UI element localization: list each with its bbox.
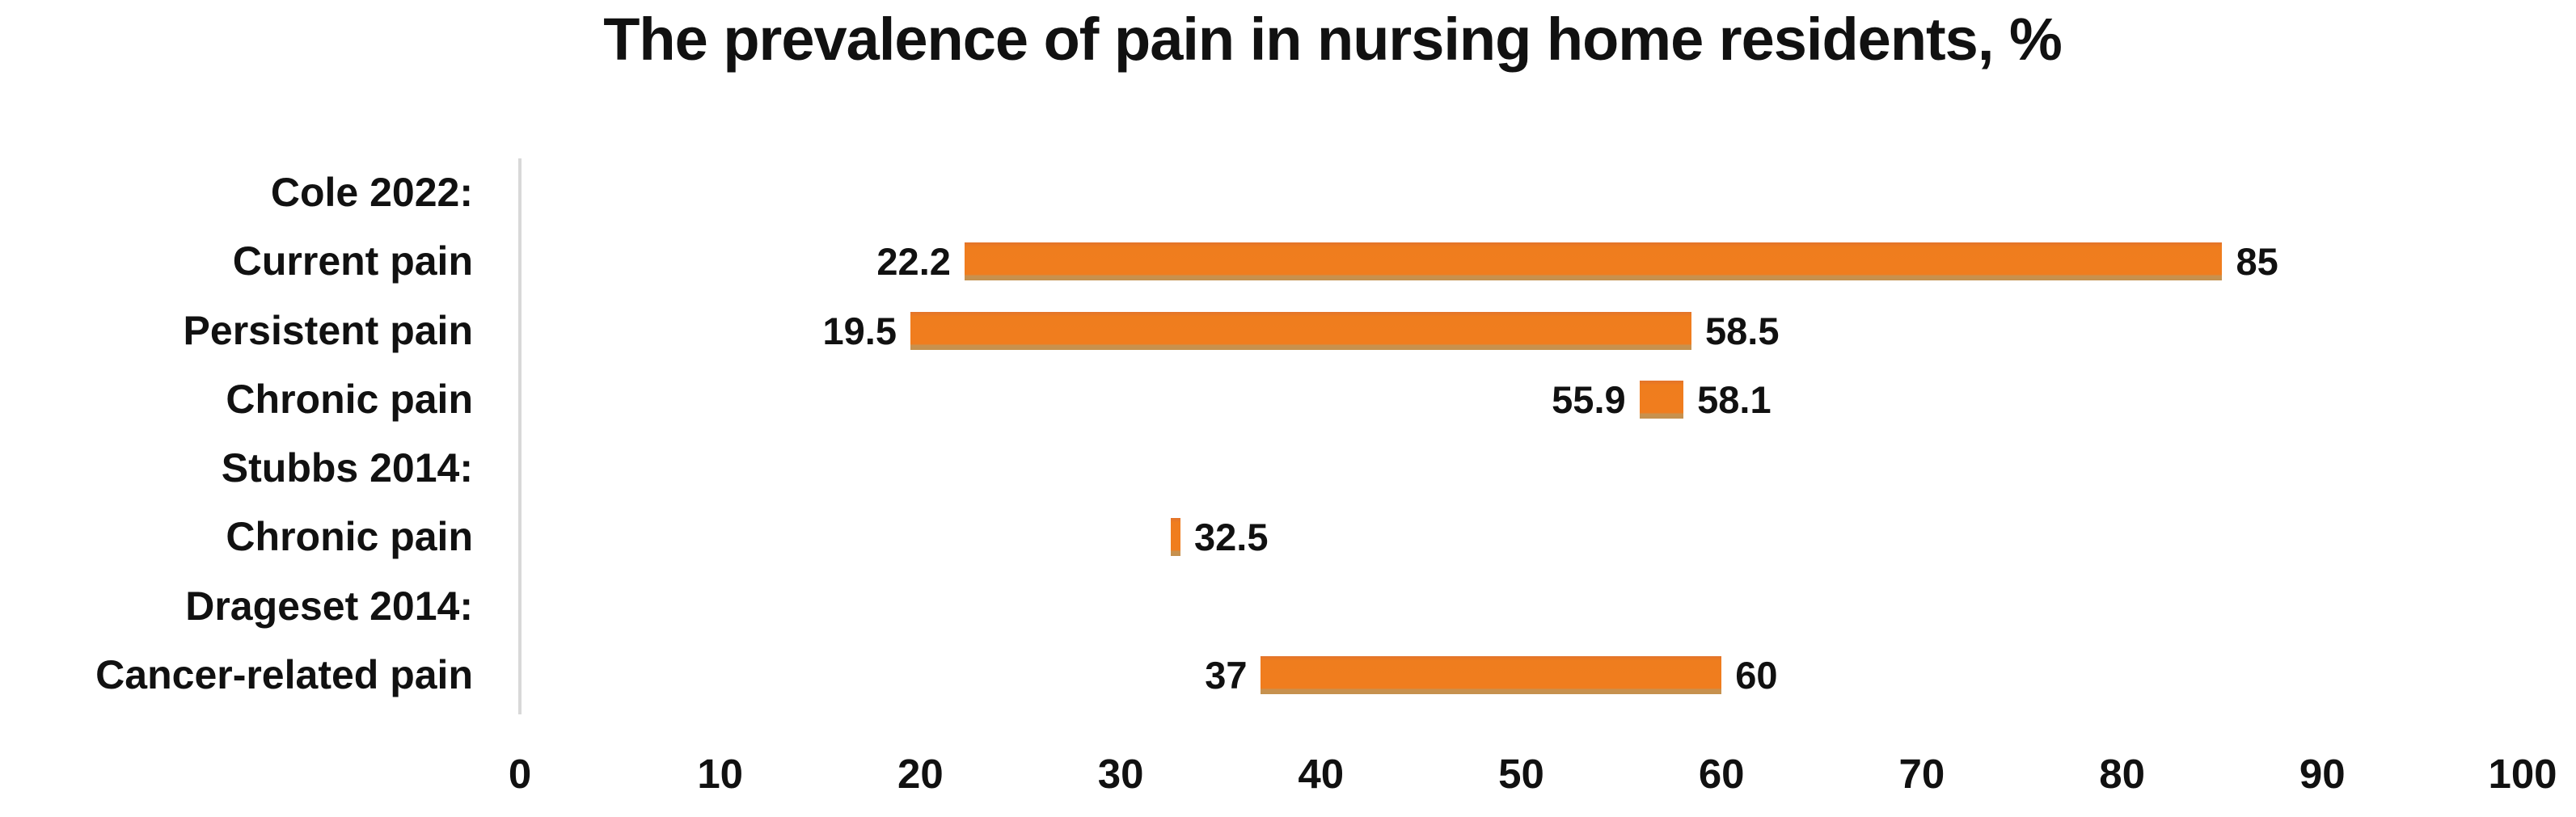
x-axis-tick-label: 30 xyxy=(1097,751,1144,797)
category-label: Current pain xyxy=(232,238,473,284)
category-label: Cancer-related pain xyxy=(95,651,473,697)
bar-high-value-label: 58.1 xyxy=(1697,377,1772,421)
bar-high-value-label: 85 xyxy=(2236,240,2278,284)
x-axis-tick-label: 60 xyxy=(1698,751,1745,797)
bar-high-value-label: 32.5 xyxy=(1194,516,1269,559)
category-label: Chronic pain xyxy=(226,514,473,560)
range-bar xyxy=(910,311,1692,350)
category-group-label: Drageset 2014: xyxy=(185,583,473,629)
category-label: Persistent pain xyxy=(183,307,473,353)
x-axis-tick-label: 20 xyxy=(897,751,944,797)
bar-high-value-label: 60 xyxy=(1735,653,1778,697)
range-bar xyxy=(1639,380,1684,419)
category-group-label: Cole 2022: xyxy=(270,170,473,215)
category-label: Chronic pain xyxy=(226,376,473,422)
x-axis-tick-label: 50 xyxy=(1498,751,1544,797)
bar-low-value-label: 19.5 xyxy=(822,309,897,352)
value-bar xyxy=(1171,518,1181,557)
category-group-label: Stubbs 2014: xyxy=(221,445,473,491)
range-bar xyxy=(1261,655,1722,694)
x-axis-tick-label: 40 xyxy=(1298,751,1345,797)
x-axis-tick-label: 10 xyxy=(697,751,744,797)
range-bar xyxy=(964,242,2223,281)
x-axis-tick-label: 70 xyxy=(1898,751,1945,797)
x-axis-tick-label: 90 xyxy=(2299,751,2346,797)
bar-low-value-label: 37 xyxy=(1205,653,1248,697)
x-axis-tick-label: 80 xyxy=(2099,751,2145,797)
bar-high-value-label: 58.5 xyxy=(1705,309,1780,352)
x-axis-tick-label: 0 xyxy=(508,751,532,797)
chart-title: The prevalence of pain in nursing home r… xyxy=(603,6,2063,73)
x-axis-tick-label: 100 xyxy=(2488,751,2557,797)
bar-low-value-label: 55.9 xyxy=(1552,377,1626,421)
bar-low-value-label: 22.2 xyxy=(876,240,951,284)
y-axis-line xyxy=(518,158,522,714)
